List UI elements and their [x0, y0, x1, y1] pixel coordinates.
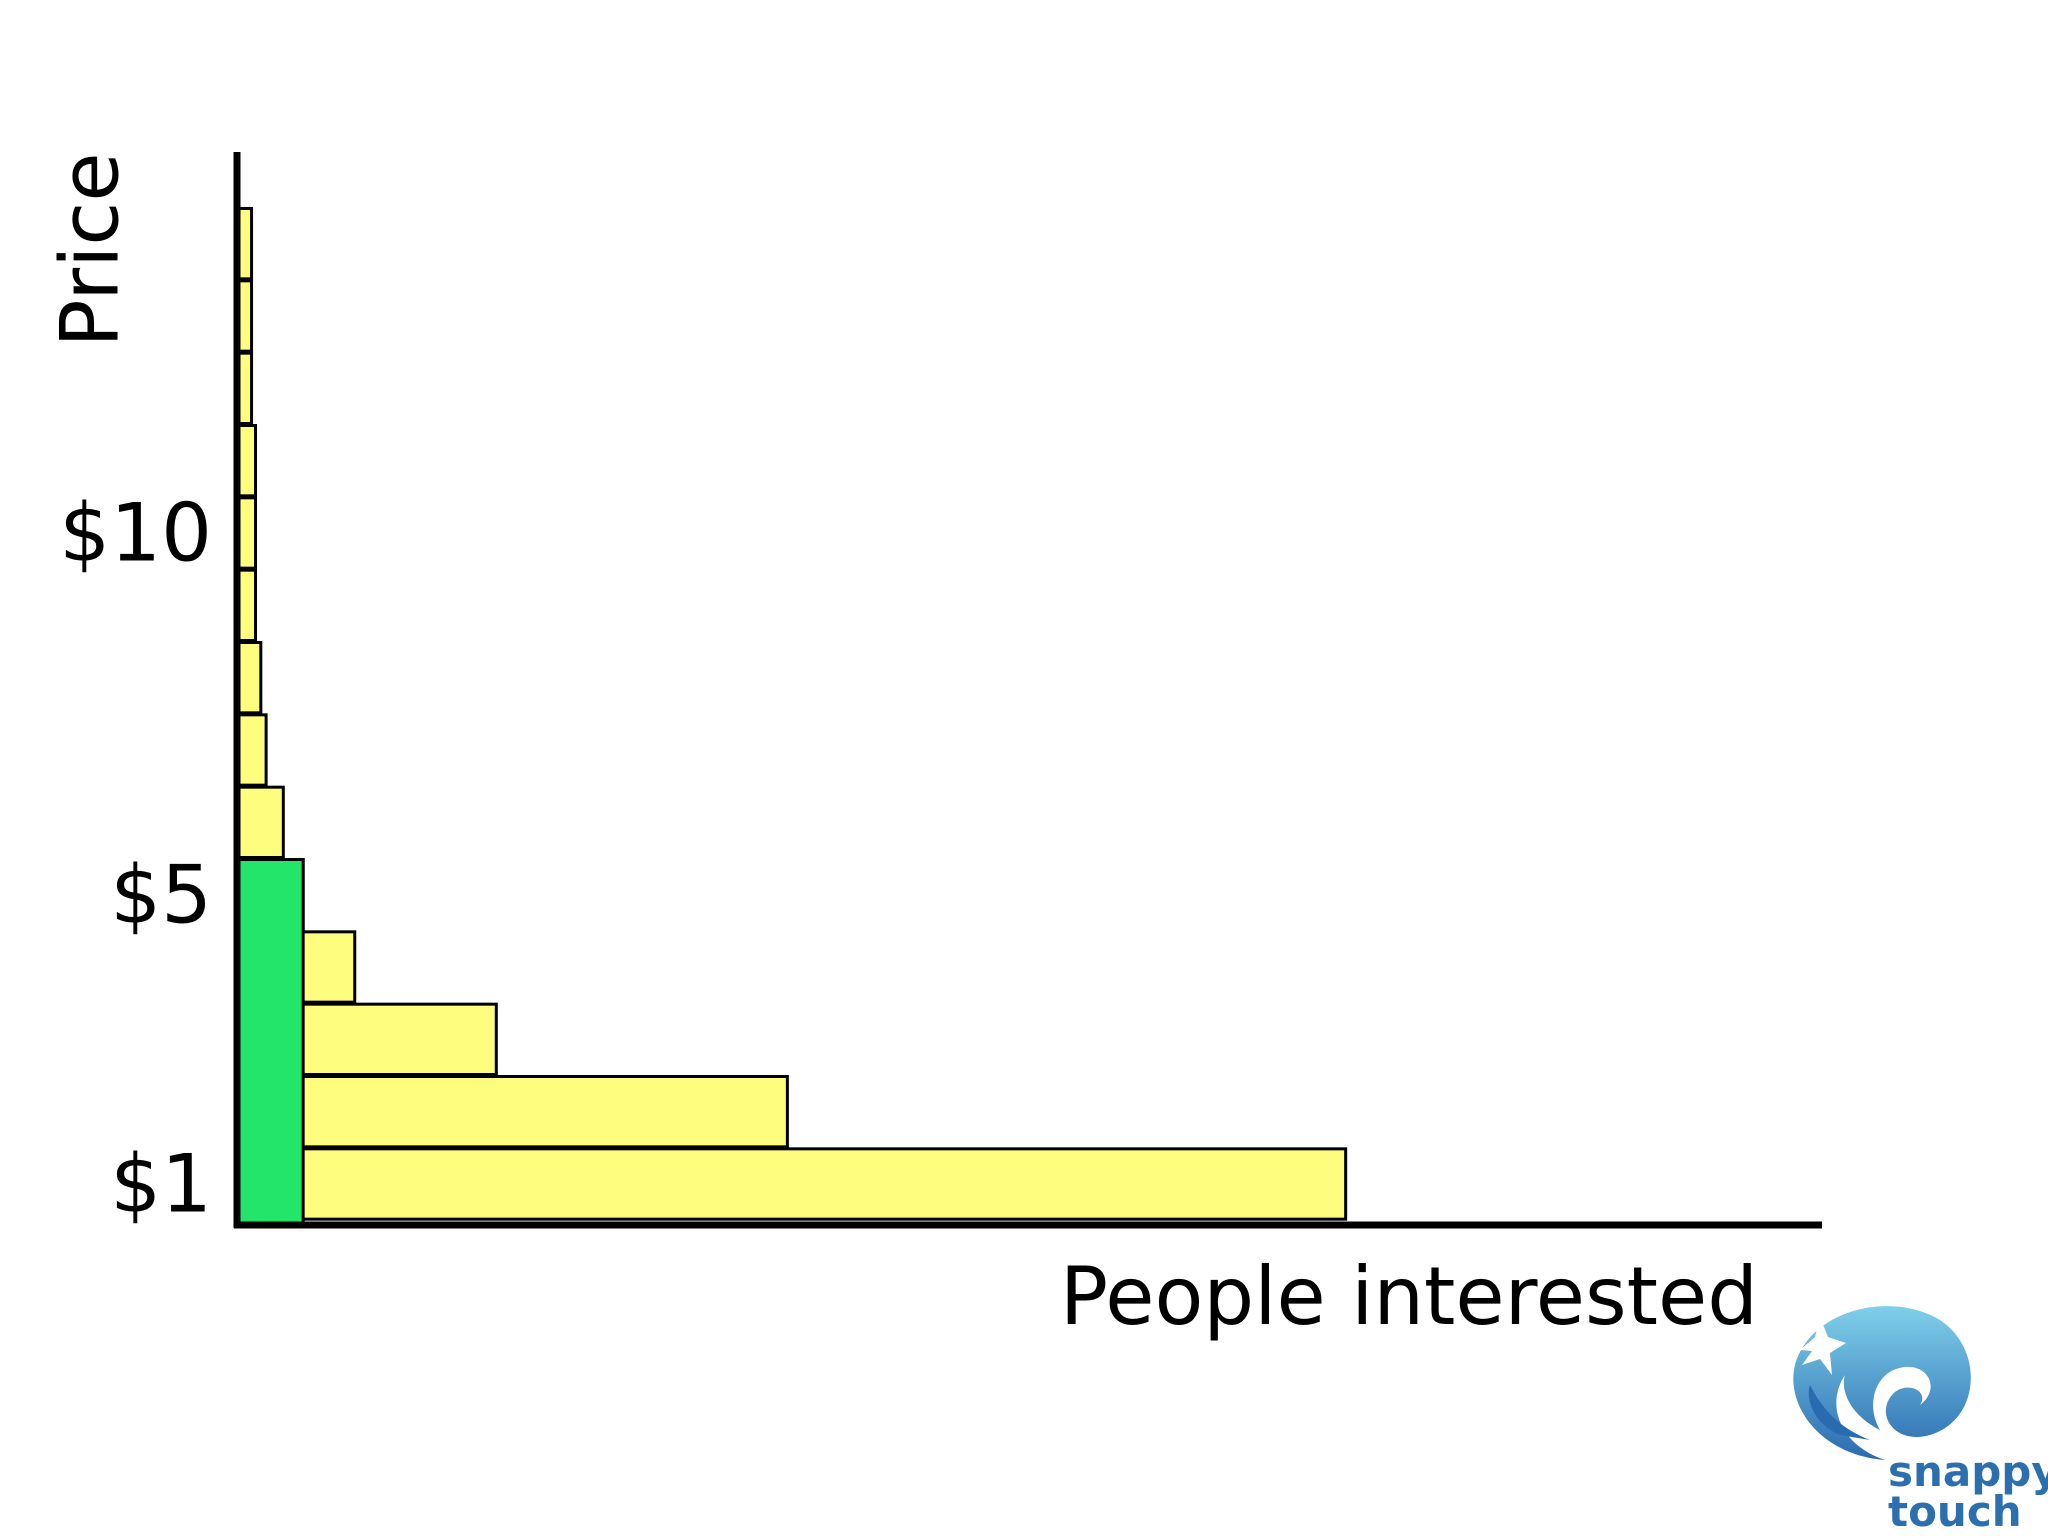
- bar-price-1: [235, 1147, 1348, 1221]
- x-axis-label: People interested: [1059, 1250, 1758, 1343]
- logo-line-2: touch: [1888, 1487, 2022, 1536]
- snappy-touch-logo-icon: [1793, 1306, 1971, 1460]
- bar-price-7: [235, 713, 268, 787]
- bars-group: [235, 207, 1348, 1221]
- bar-price-2: [235, 1075, 789, 1149]
- highlight-group: [235, 858, 305, 1227]
- logo-line-1: snappy: [1888, 1447, 2048, 1496]
- logo-wordmark: snappy touch: [1888, 1447, 2048, 1536]
- bar-price-8: [235, 641, 263, 715]
- highlight-bar: [235, 858, 305, 1227]
- bar-price-6: [235, 785, 285, 860]
- y-tick-label: $5: [110, 848, 212, 942]
- y-tick-label: $1: [110, 1137, 212, 1231]
- y-tick-label: $10: [59, 486, 212, 580]
